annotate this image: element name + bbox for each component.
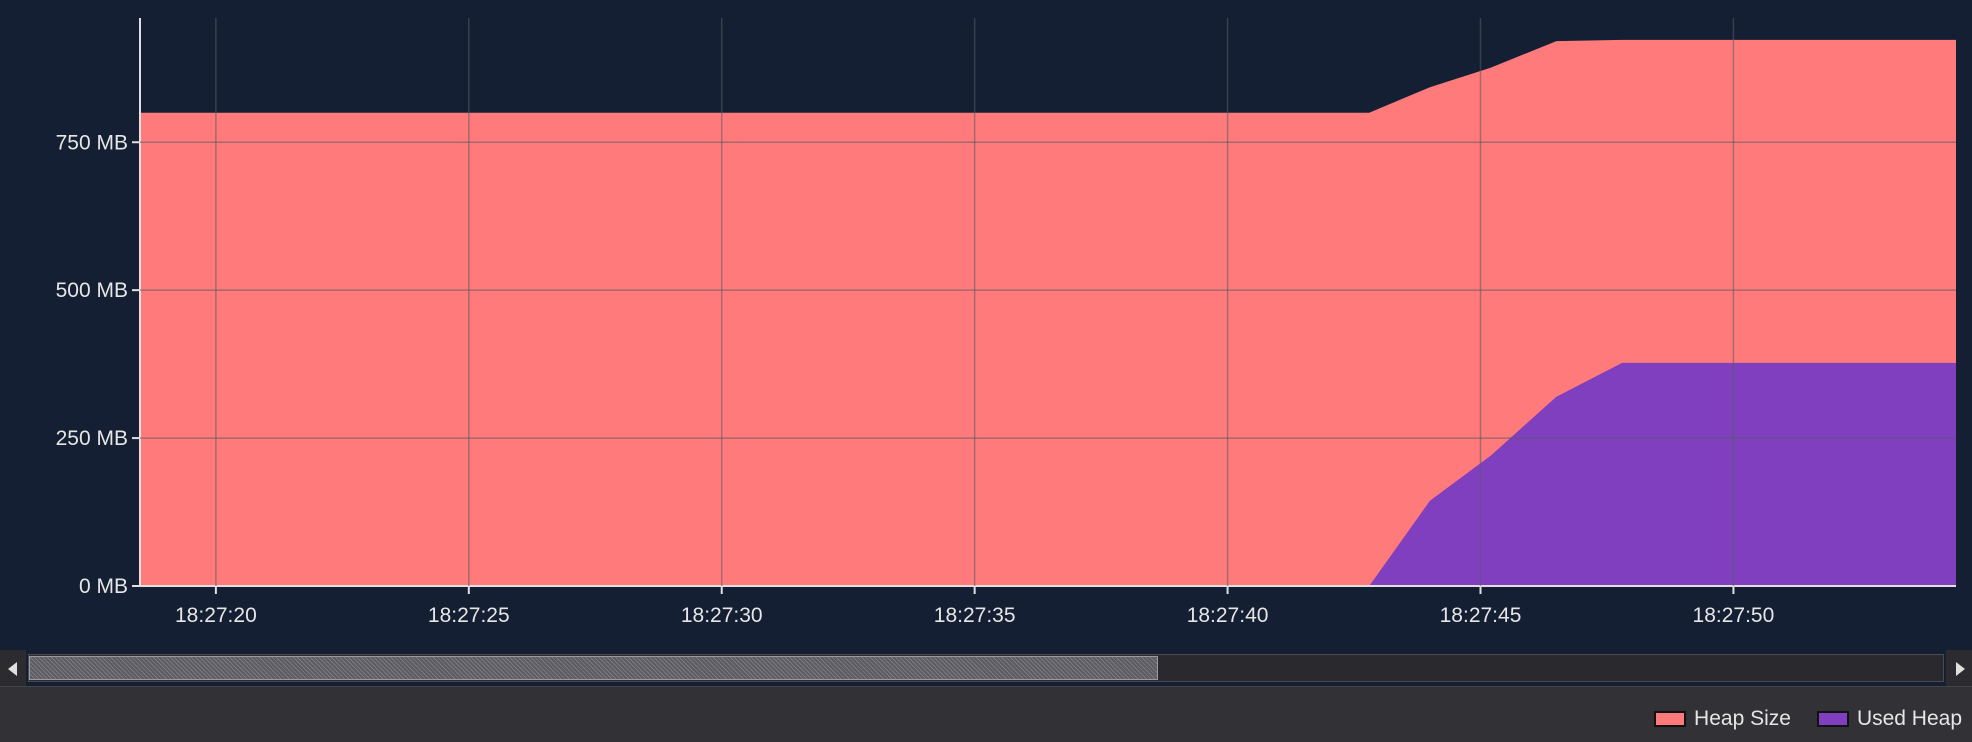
legend-bar: Heap Size Used Heap	[0, 686, 1972, 742]
y-tick-label: 0 MB	[79, 575, 128, 598]
series-area-used-heap	[140, 362, 1956, 586]
x-tick-label: 18:27:30	[681, 604, 763, 627]
x-tick-label: 18:27:40	[1187, 604, 1269, 627]
heap-chart: 0 MB 250 MB 500 MB 750 MB 18:27:20 18:27:25 18…	[0, 0, 1972, 650]
x-tick-label: 18:27:25	[428, 604, 510, 627]
legend: Heap Size Used Heap	[1628, 707, 1962, 731]
x-tick-label: 18:27:50	[1693, 604, 1775, 627]
legend-label-used-heap: Used Heap	[1856, 707, 1962, 730]
legend-item-heap-size: Heap Size	[1654, 707, 1791, 731]
x-tick-label: 18:27:45	[1440, 604, 1522, 627]
grid	[140, 18, 1956, 586]
x-tick-label: 18:27:35	[934, 604, 1016, 627]
heap-chart-svg: 0 MB 250 MB 500 MB 750 MB 18:27:20 18:27:25 18…	[56, 18, 1956, 627]
legend-swatch-heap-size	[1654, 711, 1687, 727]
horizontal-scrollbar[interactable]	[0, 650, 1972, 686]
legend-label-heap-size: Heap Size	[1694, 707, 1791, 730]
legend-item-used-heap: Used Heap	[1816, 707, 1962, 731]
series-areas	[140, 39, 1956, 586]
y-tick-label: 750 MB	[56, 131, 128, 154]
y-tick-label: 250 MB	[56, 427, 128, 450]
scroll-left-arrow-icon[interactable]	[0, 650, 26, 686]
x-tick-label: 18:27:20	[175, 604, 257, 627]
scroll-right-arrow-icon[interactable]	[1946, 650, 1972, 686]
scroll-track[interactable]	[28, 654, 1944, 682]
legend-swatch-used-heap	[1816, 711, 1849, 727]
scroll-thumb[interactable]	[29, 656, 1159, 680]
axes: 0 MB 250 MB 500 MB 750 MB 18:27:20 18:27:25 18…	[56, 18, 1956, 627]
y-tick-label: 500 MB	[56, 279, 128, 302]
